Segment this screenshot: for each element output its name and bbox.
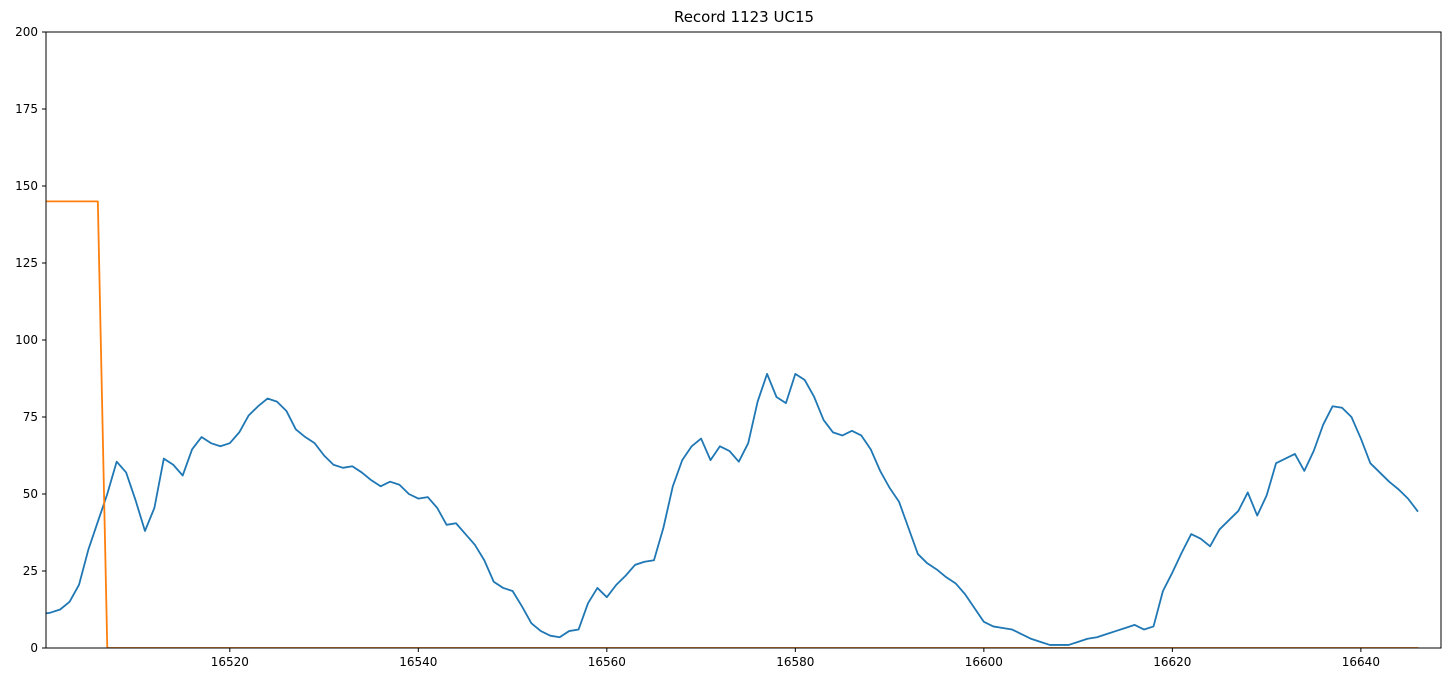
axes-frame bbox=[45, 31, 1442, 649]
y-tick-label: 25 bbox=[23, 564, 38, 578]
plot-area bbox=[46, 200, 1419, 648]
x-axis: 16520 16540 16560 16580 16600 16620 16640 bbox=[211, 648, 1380, 669]
x-tick-label: 16520 bbox=[211, 655, 249, 669]
y-tick-label: 75 bbox=[23, 410, 38, 424]
y-tick-label: 175 bbox=[15, 102, 38, 116]
y-tick-label: 0 bbox=[30, 641, 38, 655]
x-tick-label: 16540 bbox=[399, 655, 437, 669]
x-tick-label: 16620 bbox=[1153, 655, 1191, 669]
y-tick-label: 50 bbox=[23, 487, 38, 501]
chart-title: Record 1123 UC15 bbox=[674, 8, 814, 26]
series-line-1 bbox=[46, 372, 1419, 646]
y-tick-label: 150 bbox=[15, 179, 38, 193]
x-tick-label: 16560 bbox=[588, 655, 626, 669]
series-line-2 bbox=[46, 200, 1419, 648]
y-tick-label: 100 bbox=[15, 333, 38, 347]
y-tick-label: 125 bbox=[15, 256, 38, 270]
x-tick-label: 16640 bbox=[1342, 655, 1380, 669]
y-tick-label: 200 bbox=[15, 25, 38, 39]
y-axis: 0 25 50 75 100 125 150 175 200 bbox=[15, 25, 46, 655]
x-tick-label: 16580 bbox=[776, 655, 814, 669]
x-tick-label: 16600 bbox=[965, 655, 1003, 669]
